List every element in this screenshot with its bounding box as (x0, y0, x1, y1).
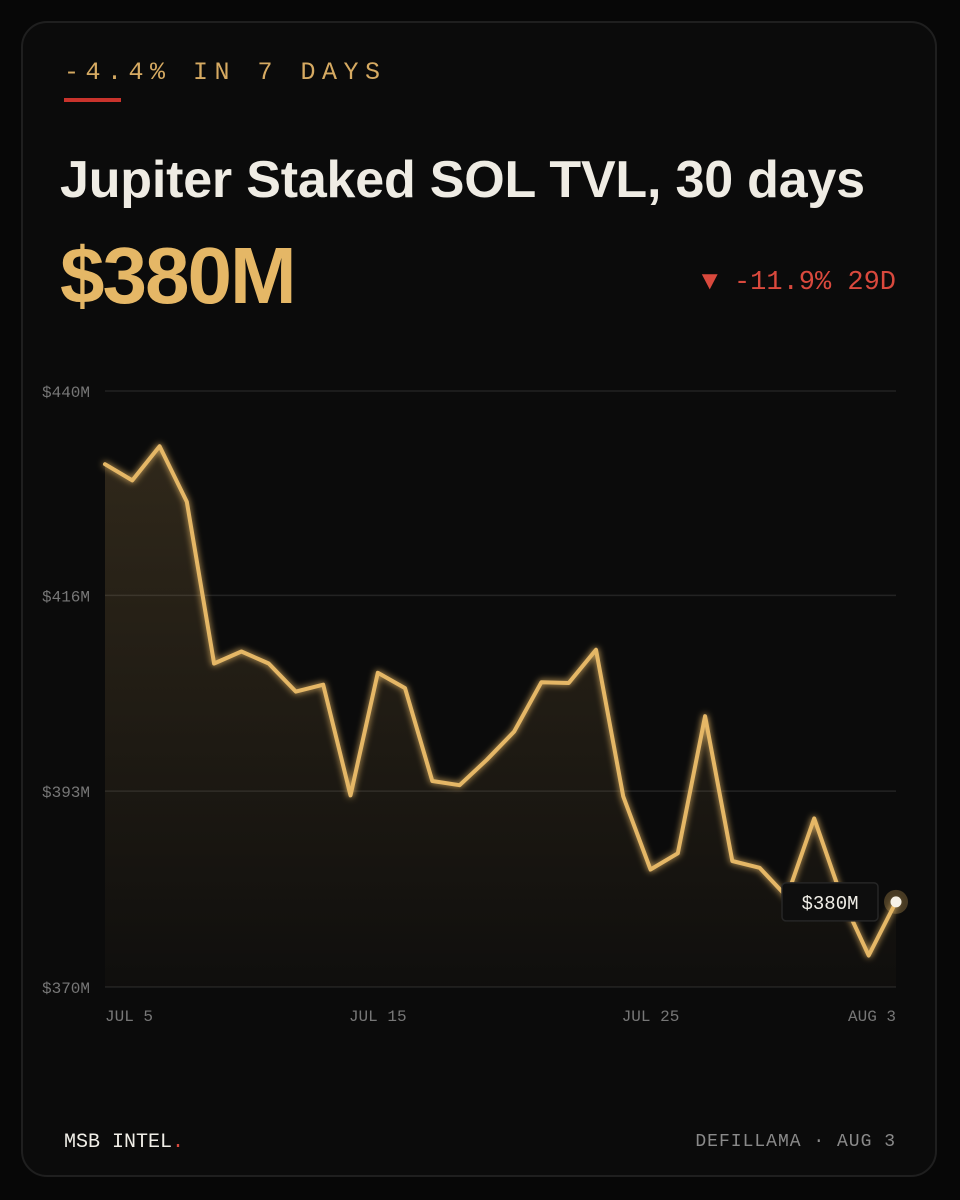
monthly-change-text: -11.9% 29D (733, 268, 896, 298)
end-value-tag (781, 882, 879, 922)
data-point (812, 816, 816, 820)
data-point (649, 868, 653, 872)
source-credit: DEFILLAMA · AUG 3 (695, 1132, 896, 1152)
data-point (539, 680, 543, 684)
data-point (348, 793, 352, 797)
data-point (212, 661, 216, 665)
data-point (676, 851, 680, 855)
down-arrow-icon: ▼ (701, 268, 718, 298)
y-tick-label: $440M (42, 384, 90, 402)
y-tick-label: $393M (42, 784, 90, 802)
y-tick-label: $370M (42, 980, 90, 998)
data-point (185, 500, 189, 504)
x-tick-label: JUL 5 (105, 1008, 153, 1026)
data-point (594, 648, 598, 652)
data-point (430, 779, 434, 783)
tvl-series-line (103, 444, 898, 958)
data-point (621, 794, 625, 798)
data-point (158, 444, 162, 448)
x-tick-label: JUL 25 (622, 1008, 680, 1026)
brand-name: MSB INTEL (64, 1131, 173, 1154)
data-point (867, 953, 871, 957)
data-point (703, 714, 707, 718)
y-tick-label: $416M (42, 588, 90, 606)
data-point (458, 783, 462, 787)
data-point (567, 681, 571, 685)
data-point (267, 661, 271, 665)
monthly-change: ▼ -11.9% 29D (702, 268, 896, 298)
chart-title: Jupiter Staked SOL TVL, 30 days (60, 151, 865, 209)
data-point (512, 730, 516, 734)
kicker-underline (64, 98, 121, 102)
data-point (403, 686, 407, 690)
data-point (321, 683, 325, 687)
data-point (730, 859, 734, 863)
weekly-change-kicker: -4.4% IN 7 DAYS (64, 58, 387, 87)
current-tvl-value: $380M (60, 231, 297, 320)
data-point (239, 650, 243, 654)
tvl-area-fill (105, 446, 896, 987)
data-point (103, 462, 107, 466)
data-point (485, 758, 489, 762)
brand-wordmark: MSB INTEL. (64, 1131, 184, 1154)
x-tick-label: JUL 15 (349, 1008, 407, 1026)
data-point (758, 866, 762, 870)
data-point (294, 690, 298, 694)
data-point (130, 478, 134, 482)
end-point-dot (890, 896, 902, 908)
brand-dot: . (172, 1131, 185, 1154)
x-tick-label: AUG 3 (848, 1008, 896, 1026)
end-value-label: $380M (801, 893, 858, 915)
data-point (376, 671, 380, 675)
